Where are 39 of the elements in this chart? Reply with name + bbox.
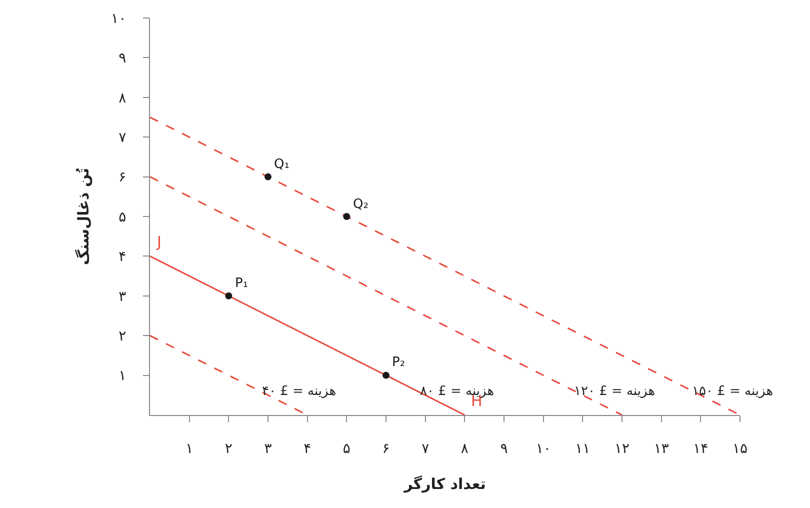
point [343, 213, 350, 220]
annotation: Q₂ [353, 197, 368, 212]
x-tick-label: ۱ [186, 440, 194, 457]
annotation: P₁ [235, 276, 248, 291]
x-tick-label: ۹ [500, 440, 508, 457]
x-tick-label: ۲ [224, 440, 232, 457]
y-tick-label: ۶ [118, 170, 126, 186]
series-label: هزینه = £ ۱۲۰ [574, 384, 656, 399]
y-tick-label: ۳ [118, 288, 127, 305]
y-tick-label: ۵ [118, 209, 126, 226]
point [264, 173, 272, 180]
point [382, 372, 390, 379]
annotation: P₂ [392, 355, 406, 370]
x-tick-label: ۱۰ [536, 440, 551, 457]
y-tick-label: ۲ [118, 328, 126, 344]
x-tick-label: ۱۱ [575, 440, 590, 457]
y-tick-label: ۷ [118, 130, 127, 146]
x-tick-label: ۸ [460, 440, 469, 457]
y-tick-label: ۹ [118, 50, 126, 67]
y-tick-label: ۱۰ [111, 10, 126, 27]
x-axis-title: تعداد کارگر [403, 474, 486, 493]
point [225, 292, 232, 300]
x-tick-label: ۵ [342, 440, 350, 457]
x-tick-label: ۱۲ [614, 440, 630, 457]
x-tick-label: ۷ [422, 440, 430, 457]
x-tick-label: ۴ [304, 440, 312, 457]
x-tick-label: ۱۴ [693, 440, 708, 457]
x-tick-label: ۱۵ [732, 440, 748, 457]
annotation: Q₁ [274, 157, 290, 172]
y-tick-label: ۴ [118, 249, 126, 266]
annotation: J [156, 233, 162, 251]
series-label: هزینه = £ ۴۰ [262, 384, 336, 399]
x-tick-label: ۶ [382, 440, 390, 457]
x-tick-label: ۳ [264, 440, 272, 457]
y-tick-label: ۱ [118, 368, 126, 384]
y-axis-title: تُن ذغال‌سنگ [74, 168, 92, 266]
x-tick-label: ۱۳ [654, 440, 670, 457]
y-tick-label: ۸ [118, 90, 127, 106]
series-label: هزینه = £ ۱۵۰ [692, 384, 774, 399]
